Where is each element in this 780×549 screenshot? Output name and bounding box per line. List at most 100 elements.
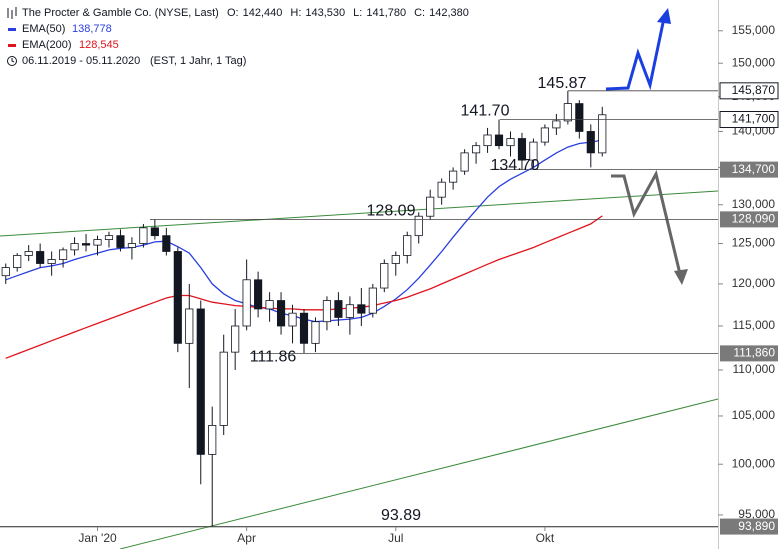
candle-body <box>472 145 481 154</box>
projection-arrow <box>605 17 666 91</box>
x-tick-label: Apr <box>237 531 256 545</box>
level-axis-label: 128,090 <box>732 212 776 226</box>
candle-body <box>254 279 263 310</box>
y-tick-label: 125,000 <box>732 236 776 250</box>
y-tick-label: 120,000 <box>732 276 776 290</box>
level-note: 134.70 <box>491 157 540 174</box>
candle-body <box>357 304 366 314</box>
level-box <box>720 518 778 535</box>
date-range: 06.11.2019 - 05.11.2020 <box>22 55 140 67</box>
arrow-head <box>657 8 671 24</box>
candle-body <box>81 243 91 246</box>
level-axis-label: 111,860 <box>733 346 775 360</box>
chart-title: The Procter & Gamble Co. (NYSE, Last) <box>22 7 219 19</box>
level-box <box>719 82 779 100</box>
candle-body <box>173 251 182 344</box>
clock-icon <box>7 56 17 66</box>
candle-body <box>426 196 435 217</box>
y-tick-label: 105,000 <box>732 408 776 422</box>
plot <box>1 90 607 527</box>
candle-body <box>529 141 538 161</box>
x-tick-label: Jul <box>388 531 403 545</box>
clock-icon <box>11 58 15 63</box>
candle-body <box>563 103 572 122</box>
candle-body <box>288 312 297 327</box>
candle-body <box>552 120 561 129</box>
candle-body <box>59 249 68 260</box>
x-tick-label: Jan '20 <box>78 531 117 545</box>
candle-body <box>506 138 515 147</box>
candle-body <box>36 251 45 264</box>
legend-label: EMA(50) <box>22 23 65 35</box>
candle-body <box>575 103 584 132</box>
candle-body <box>47 259 56 264</box>
quote-label: O: <box>227 7 239 19</box>
candle-body <box>437 181 446 198</box>
candle-body <box>139 227 148 244</box>
candle-body <box>540 127 549 143</box>
level-axis-label: 93,890 <box>738 519 775 533</box>
level-note: 141.70 <box>461 103 510 120</box>
candle-body <box>242 279 251 327</box>
y-tick-label: 115,000 <box>733 318 776 332</box>
trend-line <box>119 398 719 549</box>
candle-body <box>150 227 159 237</box>
header: The Procter & Gamble Co. (NYSE, Last) O:… <box>7 7 469 67</box>
quote-label: C: <box>414 7 425 19</box>
candle-body <box>185 308 194 344</box>
candle-body <box>403 235 412 256</box>
candle-body <box>265 300 274 310</box>
level-note: 128.09 <box>367 203 416 220</box>
candle-body <box>231 325 240 353</box>
quote-label: H: <box>290 7 301 19</box>
candle-body <box>460 152 469 172</box>
y-tick-label: 155,000 <box>732 23 776 37</box>
arrow-head <box>674 269 688 285</box>
candle-body <box>311 321 320 344</box>
quote-value: 142,440 <box>243 7 283 19</box>
quote-label: L: <box>353 7 362 19</box>
bar-icon <box>7 7 17 19</box>
level-axis-label: 145,870 <box>732 83 776 97</box>
legend-label: EMA(200) <box>22 39 72 51</box>
y-tick-label: 95,000 <box>738 507 775 521</box>
level-box <box>719 111 779 129</box>
candle-body <box>93 239 102 246</box>
level-box <box>720 345 778 362</box>
range-note: (EST, 1 Jahr, 1 Tag) <box>150 55 246 67</box>
candle-body <box>70 243 79 251</box>
candle-body <box>598 114 607 154</box>
candle-body <box>517 138 527 161</box>
candle-body <box>1 267 10 277</box>
y-tick-label: 110,000 <box>733 362 776 376</box>
level-box <box>720 161 778 178</box>
trend-line <box>0 190 719 237</box>
x-tick-label: Okt <box>536 531 555 545</box>
y-tick-label: 100,000 <box>732 456 776 470</box>
legend-value: 138,778 <box>72 23 112 35</box>
candle-body <box>322 300 332 323</box>
candle-body <box>391 255 400 264</box>
quote-value: 142,380 <box>429 7 469 19</box>
candle-body <box>299 312 309 344</box>
level-axis-label: 134,700 <box>732 162 776 176</box>
candle-body <box>127 243 136 248</box>
candle-body <box>483 134 492 147</box>
candle-body <box>13 255 22 268</box>
candle-body <box>162 235 171 252</box>
y-tick-label: 150,000 <box>732 55 776 69</box>
level-note: 93.89 <box>381 507 421 524</box>
candle-body <box>219 351 228 426</box>
quote: O: 142,440 H: 143,530 L: 141,780 C: 142,380 <box>227 7 469 19</box>
level-note: 145.87 <box>538 75 587 92</box>
candle-body <box>208 425 217 455</box>
y-tick-label: 130,000 <box>732 197 776 211</box>
candle-body <box>196 308 205 455</box>
projection-arrow <box>611 169 682 275</box>
candle-body <box>586 131 595 154</box>
candle-body <box>276 300 286 327</box>
level-note: 111.86 <box>250 349 297 366</box>
candle-body <box>494 134 504 147</box>
